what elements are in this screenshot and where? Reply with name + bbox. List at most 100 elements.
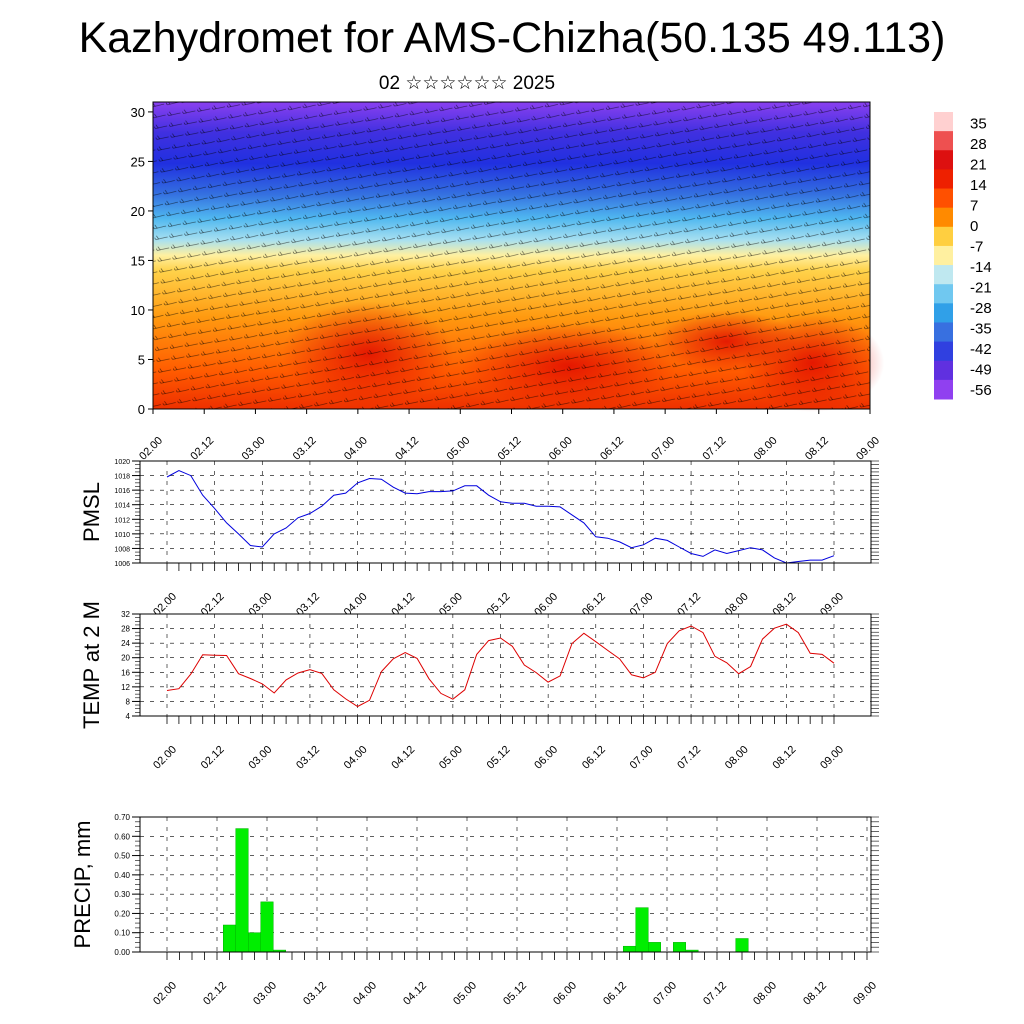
plot-area (140, 614, 871, 716)
colorbar-label: -28 (970, 300, 992, 317)
heatmap-y-tick-label: 0 (138, 402, 145, 417)
heatmap-y-tick-label: 15 (131, 253, 145, 268)
y-tick-label: 0.60 (114, 832, 130, 841)
y-tick-label: 8 (126, 697, 131, 706)
colorbar-label: -35 (970, 320, 992, 337)
plot-area (140, 817, 871, 952)
x-tick-label: 03.12 (301, 980, 329, 1008)
colorbar-swatch (934, 322, 953, 343)
plot-frame (139, 460, 872, 564)
y-tick-label: 12 (121, 683, 130, 692)
precip-bar (635, 907, 649, 953)
heatmap-x-tick-label: 07.00 (649, 435, 677, 463)
x-tick-label: 04.00 (342, 744, 370, 772)
heatmap-x-tick-label: 06.12 (598, 435, 626, 463)
y-tick-label: 1020 (114, 459, 130, 466)
x-tick-label: 08.12 (801, 980, 829, 1008)
precip-bar (235, 828, 249, 953)
y-tick-label: 0.40 (114, 871, 130, 880)
heatmap-y-tick-label: 30 (131, 105, 145, 120)
plot-frame (139, 816, 872, 953)
heatmap-y-tick-label: 10 (131, 303, 145, 318)
y-tick-label: 0.10 (114, 929, 130, 938)
x-tick-label: 05.00 (437, 744, 465, 772)
x-tick-label: 02.00 (151, 744, 179, 772)
colorbar-label: 21 (970, 156, 987, 173)
precip-bar (648, 942, 661, 953)
colorbar-label: 28 (970, 136, 987, 153)
colorbar-swatch (934, 245, 953, 266)
heatmap-x-tick-label: 06.00 (547, 435, 575, 463)
y-tick-label: 16 (121, 668, 130, 677)
x-tick-label: 09.00 (818, 744, 846, 772)
x-tick-label: 05.00 (451, 980, 479, 1008)
x-tick-label: 06.00 (532, 744, 560, 772)
colorbar-label: 0 (970, 218, 978, 235)
chart-subtitle: 02 ☆☆☆☆☆☆ 2025 (378, 73, 556, 94)
colorbar-label: 35 (970, 115, 987, 132)
x-tick-label: 06.12 (601, 980, 629, 1008)
x-tick-label: 02.12 (199, 744, 227, 772)
heatmap-x-tick-label: 02.12 (188, 435, 216, 463)
y-tick-label: 0.30 (114, 890, 130, 899)
page-title: Kazhydromet for AMS-Chizha(50.135 49.113… (78, 14, 946, 62)
x-tick-label: 05.12 (485, 744, 513, 772)
x-tick-label: 09.00 (851, 980, 879, 1008)
colorbar-swatch (934, 360, 953, 381)
y-tick-label: 0.20 (114, 909, 130, 918)
colorbar-swatch (934, 265, 953, 285)
heatmap-y-tick-label: 5 (138, 352, 145, 367)
heatmap-y-tick-label: 25 (131, 154, 145, 169)
y-tick-label: 0.70 (114, 813, 130, 822)
x-tick-label: 02.12 (201, 980, 229, 1008)
colorbar-label: 7 (970, 197, 978, 214)
precip-bar (248, 932, 261, 953)
y-axis-label: PRECIP, mm (70, 821, 95, 949)
y-tick-label: 1018 (114, 474, 130, 481)
x-tick-label: 08.12 (771, 744, 799, 772)
heatmap-x-tick-label: 07.12 (701, 435, 729, 463)
wind-barbs-overlay (153, 102, 870, 409)
y-tick-label: 4 (126, 712, 131, 721)
heatmap-y-tick-label: 20 (131, 204, 145, 219)
colorbar-label: -7 (970, 238, 983, 255)
colorbar-swatch (934, 188, 953, 209)
x-tick-label: 04.12 (401, 980, 429, 1008)
x-tick-label: 06.12 (580, 744, 608, 772)
colorbar-swatch (934, 112, 953, 132)
heatmap-x-tick-label: 03.12 (291, 435, 319, 463)
x-tick-label: 03.00 (246, 744, 274, 772)
colorbar-swatch (934, 169, 953, 190)
x-tick-label: 05.12 (501, 980, 529, 1008)
heatmap-x-tick-label: 08.00 (752, 435, 780, 463)
precip-bar (735, 938, 749, 953)
x-tick-label: 02.00 (151, 980, 179, 1008)
colorbar-swatch (934, 303, 953, 323)
heatmap-x-tick-label: 02.00 (137, 435, 165, 463)
x-tick-label: 08.00 (751, 980, 779, 1008)
colorbar-label: -49 (970, 361, 992, 378)
colorbar-label: -56 (970, 382, 992, 399)
y-tick-label: 24 (121, 639, 130, 648)
colorbar-label: -21 (970, 279, 992, 296)
colorbar-swatch (934, 284, 953, 304)
y-tick-label: 1016 (114, 488, 130, 495)
y-tick-label: 28 (121, 625, 130, 634)
colorbar-swatch (934, 131, 953, 151)
x-tick-label: 07.00 (651, 980, 679, 1008)
heatmap-x-tick-label: 05.12 (496, 435, 524, 463)
heatmap-x-tick-label: 03.00 (240, 435, 268, 463)
colorbar-label: 14 (970, 177, 987, 194)
y-axis-label: PMSL (79, 482, 104, 542)
heatmap-x-tick-label: 05.00 (444, 435, 472, 463)
heatmap-x-tick-label: 04.00 (342, 435, 370, 463)
series-line (166, 623, 835, 708)
colorbar-swatch (934, 150, 953, 170)
colorbar-label: -14 (970, 259, 992, 276)
heatmap-x-tick-label: 04.12 (393, 435, 421, 463)
y-tick-label: 32 (121, 610, 130, 619)
x-tick-label: 06.00 (551, 980, 579, 1008)
y-tick-label: 1012 (114, 517, 130, 524)
heatmap-x-tick-label: 08.12 (803, 435, 831, 463)
